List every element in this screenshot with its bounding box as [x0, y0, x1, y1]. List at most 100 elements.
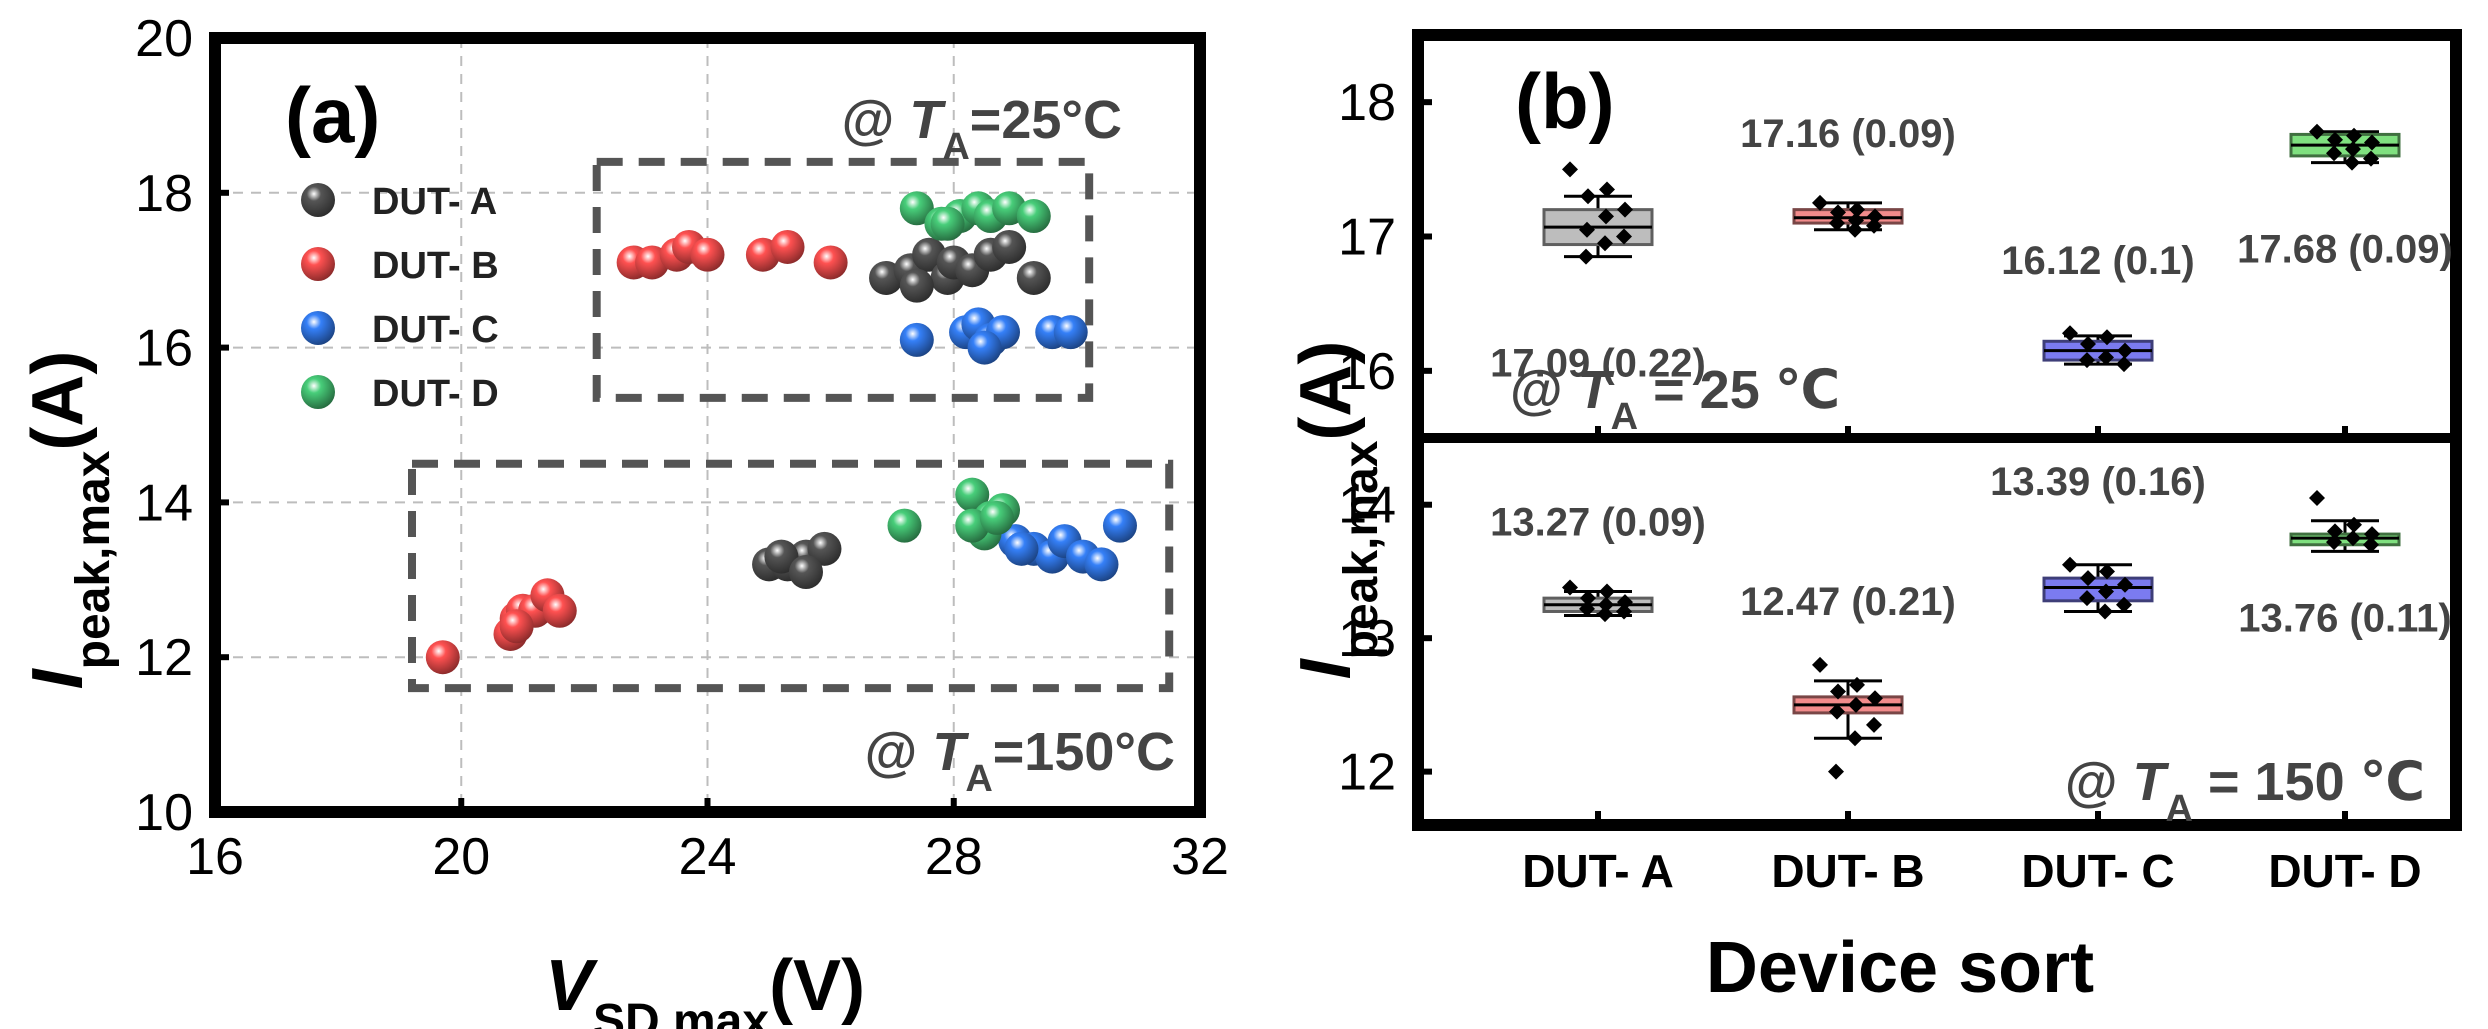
box-data-point — [1597, 606, 1613, 623]
category-label: DUT- A — [1522, 845, 1674, 897]
box-data-point — [1866, 716, 1882, 733]
box-data-point — [1849, 201, 1865, 218]
box-data-point — [2309, 490, 2325, 507]
condition-prefix: @ — [842, 90, 910, 150]
box-data-point — [2346, 516, 2362, 533]
box-data-point — [2116, 596, 2132, 613]
box-data-point — [1866, 217, 1882, 234]
category-label: DUT- B — [1771, 845, 1924, 897]
x-tick-label: 24 — [679, 828, 737, 886]
condition-var: T — [932, 722, 969, 782]
y-axis-var: I — [1286, 657, 1366, 679]
condition-rest: =25°C — [970, 90, 1122, 150]
box-data-point — [2363, 150, 2379, 167]
legend-label: DUT- B — [372, 245, 499, 287]
scatter-point — [899, 191, 934, 226]
y-axis-label: Ipeak,max(A) — [1286, 341, 1388, 680]
box-data-point — [2079, 352, 2095, 369]
scatter-legend: DUT- A DUT- B DUT- C DUT- D — [301, 181, 499, 415]
group-box-25c — [592, 157, 1094, 402]
scatter-point — [764, 539, 799, 574]
y-tick-label: 16 — [135, 320, 193, 378]
condition-sub: A — [965, 758, 992, 800]
box-data-point — [1598, 596, 1614, 613]
condition-rest: = 150 ℃ — [2193, 752, 2425, 812]
y-axis-tail: (A) — [18, 351, 98, 451]
condition-sub: A — [2166, 788, 2193, 830]
box-data-point — [2117, 576, 2133, 593]
box-data-point — [2364, 134, 2380, 151]
scatter-point — [899, 268, 934, 303]
box-data-point — [2099, 563, 2115, 580]
x-axis-sub: SD,max — [593, 995, 769, 1029]
box-value-label: 13.76 (0.11) — [2238, 596, 2452, 640]
box-value-label: 17.68 (0.09) — [2237, 228, 2453, 272]
box-data-point — [1579, 221, 1595, 238]
box-data-point — [1580, 188, 1596, 205]
scatter-point — [899, 322, 934, 357]
box-data-point — [1848, 696, 1864, 713]
x-tick-label: 28 — [925, 828, 983, 886]
boxplot-axis-ticks: 16 17 18 12 13 14 — [1338, 74, 1432, 802]
box-data-point — [1599, 181, 1615, 198]
category-tick-labels: DUT- A DUT- B DUT- C DUT- D — [1522, 426, 2422, 897]
box-value-label: 16.12 (0.1) — [2001, 239, 2194, 283]
y-tick-label: 13 — [1338, 610, 1396, 668]
box-data-point — [1580, 590, 1596, 607]
box-data-point — [1579, 600, 1595, 617]
scatter-point — [1053, 315, 1088, 350]
box-value-label: 17.16 (0.09) — [1740, 112, 1956, 156]
box-data-point — [2080, 335, 2096, 352]
x-tick-label: 20 — [432, 828, 490, 886]
box-data-point — [1847, 221, 1863, 238]
y-tick-label: 12 — [135, 629, 193, 687]
x-axis-label: VSD,max(V) — [545, 946, 865, 1029]
y-tick-label: 16 — [1338, 343, 1396, 401]
box-data-point — [2117, 342, 2133, 359]
y-tick-label: 20 — [135, 10, 193, 68]
boxplot-frame — [1412, 29, 2462, 831]
box-data-point — [1848, 212, 1864, 229]
condition-var: T — [2133, 752, 2170, 812]
box-data-point — [1812, 194, 1828, 211]
panel-a-label: (a) — [285, 71, 380, 159]
box-data-point — [2079, 590, 2095, 607]
y-axis-tail: (A) — [1286, 341, 1366, 441]
scatter-point — [499, 609, 534, 644]
box-data-point — [2309, 123, 2325, 140]
box-data-point — [1867, 690, 1883, 707]
legend-marker — [301, 375, 335, 409]
box-data-point — [1597, 235, 1613, 252]
box-data-point — [1830, 683, 1846, 700]
box-data-point — [1599, 583, 1615, 600]
box-data-point — [2062, 556, 2078, 573]
scatter-point — [1016, 199, 1051, 234]
condition-var: T — [909, 90, 946, 150]
box-data-point — [2080, 570, 2096, 587]
box-data-point — [1578, 248, 1594, 265]
x-tick-label: 16 — [186, 828, 244, 886]
y-tick-label: 14 — [1338, 477, 1396, 535]
condition-label-25c: @ TA = 25 ℃ — [1510, 360, 1840, 438]
condition-rest: =150°C — [993, 722, 1175, 782]
box-data-point — [1829, 215, 1845, 232]
box-data-point — [1616, 603, 1632, 620]
condition-var: T — [1578, 360, 1615, 420]
box-data-point — [2097, 603, 2113, 620]
category-label: DUT- D — [2268, 845, 2421, 897]
y-tick-label: 12 — [1338, 744, 1396, 802]
box-value-label: 13.27 (0.09) — [1490, 500, 1706, 544]
box-data-point — [2344, 154, 2360, 171]
scatter-point — [789, 555, 823, 590]
scatter-points — [425, 191, 1137, 675]
y-tick-label: 17 — [1338, 209, 1396, 267]
scatter-grid — [215, 38, 1200, 812]
box-data-point — [1849, 676, 1865, 693]
group-box-150c — [408, 459, 1174, 693]
box-data-point — [2098, 349, 2114, 366]
y-axis-sub: peak,max — [67, 450, 120, 669]
scatter-point — [1084, 547, 1119, 582]
scatter-point — [1004, 531, 1039, 566]
x-axis-var: V — [545, 946, 599, 1026]
box-data-point — [1847, 730, 1863, 747]
